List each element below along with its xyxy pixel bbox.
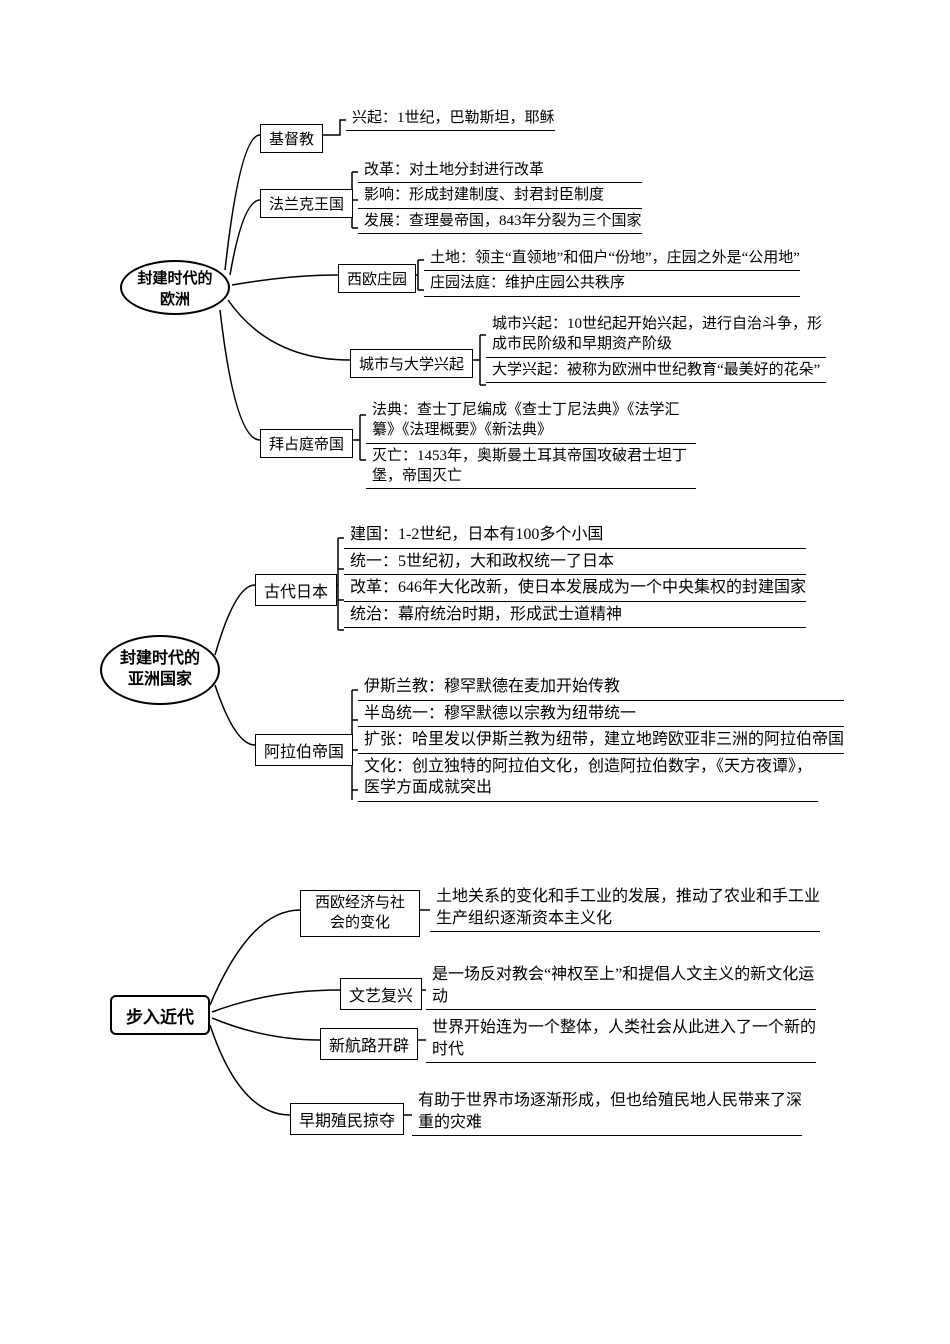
leaves-christianity: 兴起：1世纪，巴勒斯坦，耶稣: [346, 106, 555, 131]
leaf: 半岛统一：穆罕默德以宗教为纽带统一: [358, 701, 844, 728]
branch-japan: 古代日本: [255, 574, 337, 606]
branch-node: 西欧庄园: [338, 264, 416, 293]
leaf: 伊斯兰教：穆罕默德在麦加开始传教: [358, 674, 844, 701]
leaf: 土地：领主“直领地”和佃户“份地”，庄园之外是“公用地”: [424, 246, 800, 271]
branch-renaissance: 文艺复兴: [340, 978, 422, 1010]
root-label: 封建时代的欧洲: [136, 267, 214, 309]
leaf: 土地关系的变化和手工业的发展，推动了农业和手工业生产组织逐渐资本主义化: [430, 884, 820, 932]
leaf: 庄园法庭：维护庄园公共秩序: [424, 271, 800, 296]
leaf: 改革：对土地分封进行改革: [358, 158, 642, 183]
root-feudal-asia: 封建时代的亚洲国家: [100, 635, 220, 705]
leaves-cities: 城市兴起：10世纪起开始兴起，进行自治斗争，形成市民阶级和早期资产阶级 大学兴起…: [486, 312, 826, 383]
branch-arab: 阿拉伯帝国: [255, 734, 353, 766]
leaves-exploration: 世界开始连为一个整体，人类社会从此进入了一个新的时代: [426, 1015, 816, 1063]
leaf: 城市兴起：10世纪起开始兴起，进行自治斗争，形成市民阶级和早期资产阶级: [486, 312, 826, 358]
leaves-colonial: 有助于世界市场逐渐形成，但也给殖民地人民带来了深重的灾难: [412, 1088, 802, 1136]
branch-economy: 西欧经济与社会的变化: [300, 890, 420, 937]
root-label: 封建时代的亚洲国家: [116, 649, 204, 691]
leaf: 灭亡：1453年，奥斯曼土耳其帝国攻破君士坦丁堡，帝国灭亡: [366, 444, 696, 490]
mindmap-modern: 步入近代 西欧经济与社会的变化 土地关系的变化和手工业的发展，推动了农业和手工业…: [40, 870, 910, 1160]
branch-cities: 城市与大学兴起: [350, 349, 473, 378]
leaf: 是一场反对教会“神权至上”和提倡人文主义的新文化运动: [426, 962, 816, 1010]
branch-node: 西欧经济与社会的变化: [300, 890, 420, 937]
leaf: 大学兴起：被称为欧洲中世纪教育“最美好的花朵”: [486, 358, 826, 383]
leaves-arab: 伊斯兰教：穆罕默德在麦加开始传教 半岛统一：穆罕默德以宗教为纽带统一 扩张：哈里…: [358, 674, 844, 802]
leaf: 统治：幕府统治时期，形成武士道精神: [344, 602, 806, 629]
leaf: 建国：1-2世纪，日本有100多个小国: [344, 522, 806, 549]
leaves-japan: 建国：1-2世纪，日本有100多个小国 统一：5世纪初，大和政权统一了日本 改革…: [344, 522, 806, 628]
root-feudal-europe: 封建时代的欧洲: [120, 260, 230, 315]
root-label: 步入近代: [126, 1003, 194, 1028]
leaf: 兴起：1世纪，巴勒斯坦，耶稣: [346, 106, 555, 131]
branch-colonial: 早期殖民掠夺: [290, 1103, 404, 1135]
branch-node: 基督教: [260, 124, 323, 153]
leaf: 发展：查理曼帝国，843年分裂为三个国家: [358, 209, 642, 234]
branch-node: 文艺复兴: [340, 978, 422, 1010]
branch-node: 新航路开辟: [320, 1028, 418, 1060]
mindmap-feudal-asia: 封建时代的亚洲国家 古代日本 建国：1-2世纪，日本有100多个小国 统一：5世…: [40, 520, 910, 820]
branch-node: 早期殖民掠夺: [290, 1103, 404, 1135]
leaf: 有助于世界市场逐渐形成，但也给殖民地人民带来了深重的灾难: [412, 1088, 802, 1136]
leaf: 统一：5世纪初，大和政权统一了日本: [344, 549, 806, 576]
branch-node: 拜占庭帝国: [260, 429, 353, 458]
branch-node: 法兰克王国: [260, 189, 353, 218]
root-modern: 步入近代: [110, 995, 210, 1035]
branch-node: 阿拉伯帝国: [255, 734, 353, 766]
leaf: 文化：创立独特的阿拉伯文化，创造阿拉伯数字，《天方夜谭》，医学方面成就突出: [358, 754, 818, 802]
leaf: 影响：形成封建制度、封君封臣制度: [358, 183, 642, 208]
branch-node: 城市与大学兴起: [350, 349, 473, 378]
leaf: 世界开始连为一个整体，人类社会从此进入了一个新的时代: [426, 1015, 816, 1063]
leaf: 扩张：哈里发以伊斯兰教为纽带，建立地跨欧亚非三洲的阿拉伯帝国: [358, 727, 844, 754]
branch-frankish: 法兰克王国: [260, 189, 353, 218]
branch-node: 古代日本: [255, 574, 337, 606]
leaves-byzantine: 法典：查士丁尼编成《查士丁尼法典》《法学汇纂》《法理概要》《新法典》 灭亡：14…: [366, 398, 696, 489]
leaf: 改革：646年大化改新，使日本发展成为一个中央集权的封建国家: [344, 575, 806, 602]
branch-manor: 西欧庄园: [338, 264, 416, 293]
leaves-frankish: 改革：对土地分封进行改革 影响：形成封建制度、封君封臣制度 发展：查理曼帝国，8…: [358, 158, 642, 234]
branch-exploration: 新航路开辟: [320, 1028, 418, 1060]
branch-christianity: 基督教: [260, 124, 323, 153]
leaves-economy: 土地关系的变化和手工业的发展，推动了农业和手工业生产组织逐渐资本主义化: [430, 884, 820, 932]
leaves-manor: 土地：领主“直领地”和佃户“份地”，庄园之外是“公用地” 庄园法庭：维护庄园公共…: [424, 246, 800, 297]
leaf: 法典：查士丁尼编成《查士丁尼法典》《法学汇纂》《法理概要》《新法典》: [366, 398, 696, 444]
branch-byzantine: 拜占庭帝国: [260, 429, 353, 458]
mindmap-feudal-europe: 封建时代的欧洲 基督教 兴起：1世纪，巴勒斯坦，耶稣 法兰克王国 改革：对土地分…: [40, 100, 910, 470]
leaves-renaissance: 是一场反对教会“神权至上”和提倡人文主义的新文化运动: [426, 962, 816, 1010]
